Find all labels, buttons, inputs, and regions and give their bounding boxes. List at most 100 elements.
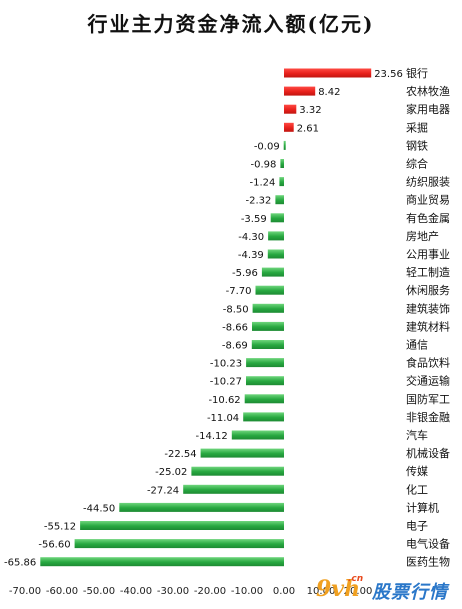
bar-19 xyxy=(244,394,284,404)
value-label-6: -0.98 xyxy=(251,160,277,171)
bar-10 xyxy=(268,231,284,241)
category-label-17: 食品饮料 xyxy=(406,356,450,370)
bar-12 xyxy=(261,267,284,277)
category-label-20: 非银金融 xyxy=(406,410,450,424)
x-tick-label-9: 10.00 xyxy=(307,586,336,597)
category-label-1: 银行 xyxy=(406,66,428,80)
value-label-28: -65.86 xyxy=(4,558,36,569)
category-label-5: 钢铁 xyxy=(406,139,428,152)
value-label-16: -8.69 xyxy=(222,341,248,352)
x-axis-ticks-group: -70.00 -60.00 -50.00 -40.00 -30.00 -20.00 -10.… xyxy=(9,586,372,597)
category-label-6: 综合 xyxy=(406,157,428,171)
value-label-12: -5.96 xyxy=(232,268,258,279)
value-label-26: -55.12 xyxy=(44,522,76,533)
bar-22 xyxy=(200,448,284,458)
value-label-14: -8.50 xyxy=(223,304,249,315)
category-label-3: 家用电器 xyxy=(406,102,450,116)
watermark-logo: 9vh .cn 股票行情 xyxy=(316,574,462,608)
category-label-28: 医药生物 xyxy=(406,555,450,569)
category-label-24: 化工 xyxy=(406,482,428,496)
category-label-4: 采掘 xyxy=(406,120,428,134)
bar-27 xyxy=(74,539,284,549)
category-label-22: 机械设备 xyxy=(406,446,450,460)
bar-3 xyxy=(284,104,297,114)
value-label-2: 8.42 xyxy=(318,87,340,98)
value-label-20: -11.04 xyxy=(207,413,239,424)
x-tick-label-5: -30.00 xyxy=(157,586,189,597)
category-label-11: 公用事业 xyxy=(406,248,450,261)
bar-1 xyxy=(284,68,372,78)
bar-23 xyxy=(191,466,284,476)
category-label-10: 房地产 xyxy=(406,229,439,243)
x-tick-label-10: 20.00 xyxy=(344,586,373,597)
value-label-17: -10.23 xyxy=(210,359,242,370)
value-label-19: -10.62 xyxy=(208,395,240,406)
value-label-24: -27.24 xyxy=(147,485,179,496)
category-label-26: 电子 xyxy=(406,520,428,533)
x-tick-label-8: 0.00 xyxy=(273,586,295,597)
value-label-21: -14.12 xyxy=(196,431,228,442)
category-label-23: 传媒 xyxy=(406,465,428,478)
watermark-logo-text: 9vh xyxy=(316,576,361,602)
value-label-11: -4.39 xyxy=(238,250,264,261)
bar-4 xyxy=(284,122,294,132)
category-label-19: 国防军工 xyxy=(406,392,450,406)
x-tick-label-7: -10.00 xyxy=(231,586,263,597)
bar-7 xyxy=(279,177,284,187)
value-label-1: 23.56 xyxy=(374,69,403,80)
bar-26 xyxy=(80,521,284,530)
value-label-15: -8.66 xyxy=(222,322,248,333)
category-label-8: 商业贸易 xyxy=(406,193,450,207)
category-label-13: 休闲服务 xyxy=(406,283,450,297)
category-label-9: 有色金属 xyxy=(406,211,450,225)
category-label-7: 纺织服装 xyxy=(406,175,450,189)
bar-13 xyxy=(255,285,284,295)
category-label-25: 计算机 xyxy=(406,500,439,514)
value-label-18: -10.27 xyxy=(210,377,242,388)
value-labels-group: 23.56 8.42 3.32 2.61 -0.09 -0.98 -1.24 -2.32 -3.… xyxy=(4,69,403,569)
watermark-domain: .cn xyxy=(348,574,364,584)
x-tick-label-6: -20.00 xyxy=(194,586,226,597)
bar-2 xyxy=(284,86,316,96)
value-label-8: -2.32 xyxy=(246,196,272,207)
bar-21 xyxy=(231,430,284,440)
value-label-9: -3.59 xyxy=(241,214,267,225)
bar-15 xyxy=(252,321,284,331)
x-tick-label-1: -70.00 xyxy=(9,586,41,597)
category-label-12: 轻工制造 xyxy=(406,265,450,279)
category-label-2: 农林牧渔 xyxy=(406,84,450,98)
category-label-16: 通信 xyxy=(406,339,428,352)
bar-17 xyxy=(246,358,284,368)
bar-8 xyxy=(275,195,284,205)
x-tick-label-3: -50.00 xyxy=(83,586,115,597)
bar-18 xyxy=(246,376,284,386)
category-label-21: 汽车 xyxy=(406,428,428,442)
value-label-27: -56.60 xyxy=(38,540,70,551)
bar-24 xyxy=(183,484,284,494)
bar-6 xyxy=(280,159,284,168)
value-label-23: -25.02 xyxy=(155,467,187,478)
category-label-18: 交通运输 xyxy=(406,374,450,388)
chart-title: 行业主力资金净流入额(亿元) xyxy=(87,12,375,36)
bar-9 xyxy=(270,213,284,223)
bar-14 xyxy=(252,303,284,313)
category-labels-group: 银行农林牧渔家用电器采掘钢铁综合纺织服装商业贸易有色金属房地产公用事业轻工制造休… xyxy=(406,66,450,569)
category-label-14: 建筑装饰 xyxy=(406,301,450,315)
bar-25 xyxy=(119,502,284,512)
bar-20 xyxy=(243,412,284,422)
value-label-22: -22.54 xyxy=(164,449,196,460)
category-label-27: 电气设备 xyxy=(406,537,450,551)
value-label-13: -7.70 xyxy=(226,286,252,297)
category-label-15: 建筑材料 xyxy=(406,319,450,333)
value-label-3: 3.32 xyxy=(299,105,321,116)
x-tick-label-2: -60.00 xyxy=(46,586,78,597)
value-label-25: -44.50 xyxy=(83,503,115,514)
value-label-4: 2.61 xyxy=(297,123,319,134)
bar-11 xyxy=(267,249,284,259)
bar-16 xyxy=(251,340,284,349)
value-label-7: -1.24 xyxy=(250,178,276,189)
bars-group xyxy=(40,68,372,567)
bar-28 xyxy=(40,557,284,567)
watermark-name: 股票行情 xyxy=(372,582,448,603)
